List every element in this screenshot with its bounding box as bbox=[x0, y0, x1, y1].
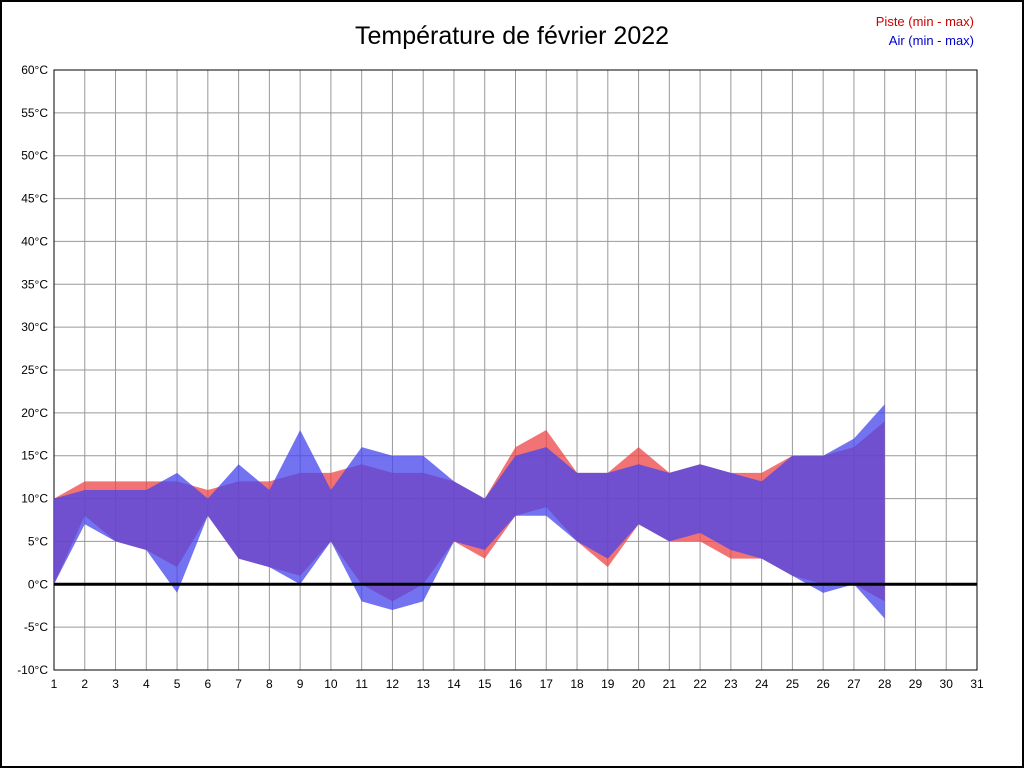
x-tick-label: 11 bbox=[355, 677, 368, 691]
chart-title: Température de février 2022 bbox=[354, 22, 670, 50]
x-tick-label: 18 bbox=[570, 677, 584, 691]
chart-legend: Piste (min - max) Air (min - max) bbox=[876, 12, 974, 50]
x-tick-label: 24 bbox=[755, 677, 769, 691]
x-tick-label: 4 bbox=[143, 677, 150, 691]
y-tick-label: 50°C bbox=[21, 149, 48, 163]
x-tick-label: 15 bbox=[478, 677, 492, 691]
x-tick-label: 20 bbox=[632, 677, 646, 691]
y-tick-label: 0°C bbox=[28, 577, 48, 591]
x-tick-label: 7 bbox=[235, 677, 242, 691]
x-tick-label: 22 bbox=[693, 677, 707, 691]
x-tick-label: 25 bbox=[786, 677, 800, 691]
x-tick-label: 10 bbox=[324, 677, 338, 691]
x-tick-label: 12 bbox=[386, 677, 400, 691]
y-tick-label: 5°C bbox=[28, 534, 48, 548]
x-tick-label: 1 bbox=[51, 677, 58, 691]
y-tick-label: 15°C bbox=[21, 449, 48, 463]
y-tick-label: 10°C bbox=[21, 492, 48, 506]
x-tick-label: 16 bbox=[509, 677, 523, 691]
y-tick-label: 30°C bbox=[21, 320, 48, 334]
x-tick-label: 2 bbox=[81, 677, 88, 691]
y-tick-label: 55°C bbox=[21, 106, 48, 120]
legend-air: Air (min - max) bbox=[888, 33, 974, 48]
x-tick-label: 30 bbox=[940, 677, 954, 691]
y-tick-label: 45°C bbox=[21, 192, 48, 206]
y-tick-label: 35°C bbox=[21, 277, 48, 291]
y-tick-label: 20°C bbox=[21, 406, 48, 420]
x-tick-label: 14 bbox=[447, 677, 461, 691]
x-tick-label: 9 bbox=[297, 677, 304, 691]
x-tick-label: 6 bbox=[204, 677, 211, 691]
x-tick-label: 8 bbox=[266, 677, 273, 691]
x-tick-label: 13 bbox=[417, 677, 431, 691]
y-tick-label: 25°C bbox=[21, 363, 48, 377]
x-tick-label: 29 bbox=[909, 677, 923, 691]
x-tick-label: 28 bbox=[878, 677, 892, 691]
x-tick-label: 23 bbox=[724, 677, 738, 691]
x-tick-label: 26 bbox=[816, 677, 830, 691]
y-tick-label: 40°C bbox=[21, 234, 48, 248]
x-tick-label: 27 bbox=[847, 677, 861, 691]
x-tick-label: 31 bbox=[970, 677, 984, 691]
x-tick-label: 21 bbox=[663, 677, 677, 691]
y-tick-label: -10°C bbox=[17, 663, 48, 677]
x-tick-label: 3 bbox=[112, 677, 119, 691]
y-tick-label: -5°C bbox=[24, 620, 48, 634]
x-tick-label: 5 bbox=[174, 677, 181, 691]
x-tick-label: 17 bbox=[540, 677, 554, 691]
legend-piste: Piste (min - max) bbox=[875, 14, 974, 29]
y-tick-label: 60°C bbox=[21, 63, 48, 77]
x-tick-label: 19 bbox=[601, 677, 615, 691]
